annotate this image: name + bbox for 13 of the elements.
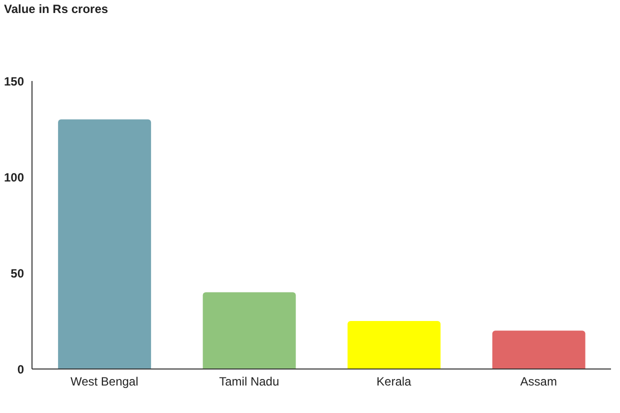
- bar: [58, 119, 152, 369]
- x-tick-label: Kerala: [376, 374, 412, 389]
- x-tick-label: Tamil Nadu: [219, 374, 280, 389]
- chart-title: Value in Rs crores: [4, 2, 108, 16]
- x-tick-label: Assam: [520, 374, 557, 389]
- y-tick-label: 100: [4, 170, 24, 184]
- bar: [348, 321, 441, 369]
- y-tick-label: 150: [4, 74, 24, 88]
- y-tick-label: 50: [10, 266, 24, 280]
- y-tick-label: 0: [17, 362, 24, 376]
- bar: [202, 292, 296, 369]
- bar: [492, 330, 586, 369]
- x-tick-label: West Bengal: [70, 374, 138, 389]
